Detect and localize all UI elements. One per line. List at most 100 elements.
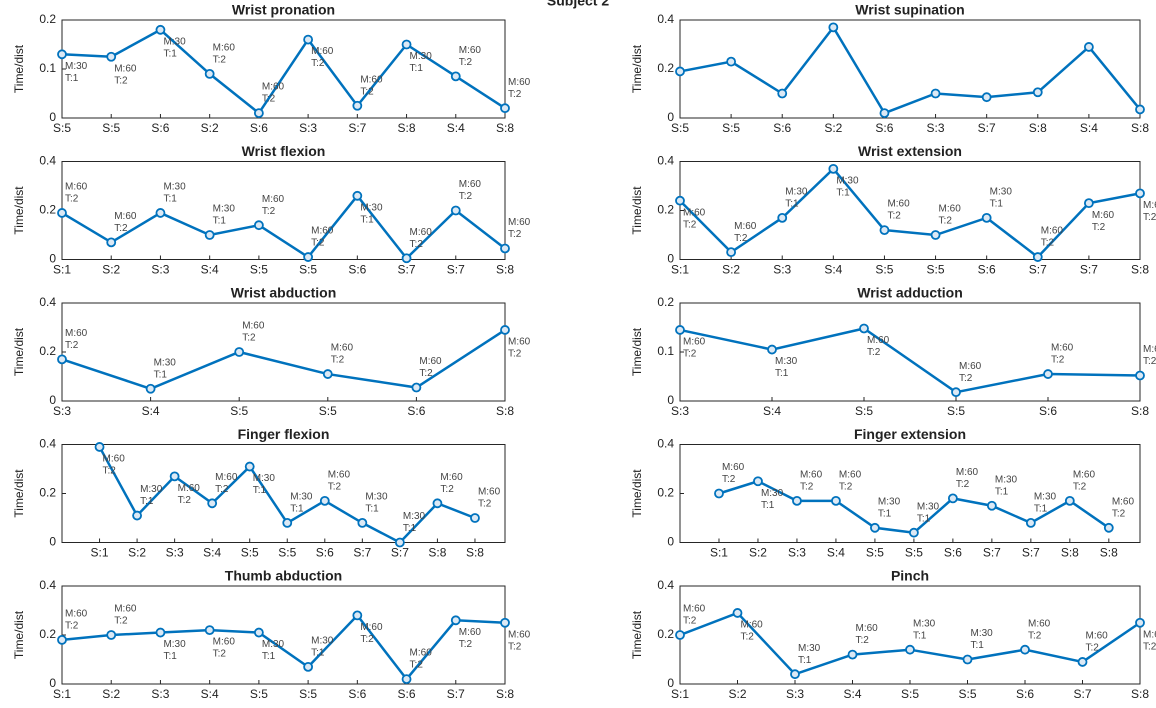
- data-point: [828, 22, 839, 33]
- data-point: [767, 344, 777, 355]
- x-tick-label: S:6: [875, 121, 893, 135]
- x-tick-label: S:5: [905, 546, 923, 560]
- point-annotation: M:60: [839, 469, 862, 480]
- x-tick-label: S:4: [763, 404, 781, 418]
- x-tick-label: S:7: [391, 546, 409, 560]
- point-annotation: T:2: [419, 368, 433, 379]
- y-tick-label: 0.4: [657, 154, 674, 168]
- panel: Wrist supination Time/dist 0 0.2 0.4 S:5 S:5 S:…: [630, 2, 1149, 135]
- y-tick-label: 0: [667, 676, 674, 690]
- x-tick-label: S:2: [201, 121, 219, 135]
- data-point: [879, 225, 890, 236]
- panel: Finger flexion Time/dist 0 0.2 0.4 S:1 S:2 S:3 S…: [12, 426, 506, 560]
- point-annotation: T:2: [459, 57, 473, 68]
- x-tick-label: S:5: [875, 263, 893, 277]
- x-tick-label: S:7: [983, 546, 1001, 560]
- panel-title: Wrist extension: [858, 143, 962, 159]
- data-line: [679, 167, 1141, 259]
- point-annotation: M:60: [1028, 618, 1051, 629]
- point-annotation: M:30: [410, 51, 433, 62]
- data-point: [352, 100, 363, 111]
- point-annotation: T:2: [959, 373, 973, 384]
- point-annotation: T:1: [253, 485, 267, 496]
- point-annotation: M:60: [213, 43, 236, 54]
- x-tick-label: S:3: [788, 546, 806, 560]
- point-annotation: T:2: [1051, 355, 1065, 366]
- point-annotation: M:30: [971, 628, 994, 639]
- x-tick-label: S:4: [203, 546, 221, 560]
- x-tick-label: S:7: [1080, 263, 1098, 277]
- x-tick-label: S:4: [201, 263, 219, 277]
- data-point: [57, 635, 67, 645]
- point-annotation: M:60: [242, 321, 265, 332]
- point-annotation: M:30: [761, 488, 784, 499]
- x-tick-label: S:5: [241, 546, 259, 560]
- x-tick-label: S:8: [1029, 121, 1047, 135]
- point-annotation: M:60: [410, 227, 433, 238]
- point-annotation: M:30: [798, 643, 821, 654]
- x-tick-label: S:5: [927, 263, 945, 277]
- y-tick-label: 0: [667, 535, 674, 549]
- data-point: [828, 163, 839, 174]
- y-tick-label: 0: [49, 535, 56, 549]
- data-point: [169, 471, 180, 482]
- point-annotation: M:60: [459, 627, 482, 638]
- y-tick-label: 0.2: [657, 203, 674, 217]
- y-axis-label: Time/dist: [12, 44, 26, 93]
- x-tick-label: S:6: [773, 121, 791, 135]
- data-point: [947, 493, 958, 504]
- data-point: [282, 518, 293, 528]
- point-annotation: T:2: [178, 495, 192, 506]
- point-annotation: T:2: [956, 479, 970, 490]
- point-annotation: M:30: [775, 356, 798, 367]
- plot-area: [61, 161, 506, 260]
- point-annotation: T:2: [839, 481, 853, 492]
- point-annotation: T:2: [1086, 643, 1100, 654]
- point-annotation: M:60: [508, 77, 531, 88]
- panel-title: Wrist abduction: [231, 285, 337, 301]
- point-annotation: T:2: [114, 616, 128, 627]
- x-tick-label: S:8: [496, 687, 514, 701]
- x-tick-label: S:1: [710, 546, 728, 560]
- point-annotation: M:60: [459, 45, 482, 56]
- x-tick-label: S:2: [102, 263, 120, 277]
- x-tick-label: S:6: [1016, 687, 1034, 701]
- y-tick-label: 0.4: [39, 295, 56, 309]
- y-tick-label: 0.1: [39, 61, 56, 75]
- x-tick-label: S:5: [230, 404, 248, 418]
- data-point: [714, 488, 724, 499]
- data-point: [253, 627, 264, 638]
- data-point: [1135, 188, 1145, 199]
- x-tick-label: S:6: [944, 546, 962, 560]
- point-annotation: M:60: [939, 204, 962, 215]
- panel: Thumb abduction Time/dist 0 0.2 0.4 S:1 S:2 S:3…: [12, 568, 530, 701]
- data-point: [303, 252, 314, 262]
- plot-area: [679, 444, 1141, 543]
- point-annotation: T:1: [213, 216, 227, 227]
- data-point: [106, 237, 117, 248]
- x-tick-label: S:7: [398, 263, 416, 277]
- data-point: [500, 617, 510, 628]
- x-tick-label: S:8: [1061, 546, 1079, 560]
- point-annotation: M:30: [140, 484, 163, 495]
- x-tick-label: S:4: [1080, 121, 1098, 135]
- x-tick-label: S:6: [250, 121, 268, 135]
- point-annotation: M:60: [722, 462, 745, 473]
- point-annotation: M:30: [365, 492, 388, 503]
- point-annotation: T:1: [990, 198, 1004, 209]
- point-annotation: M:30: [1034, 492, 1057, 503]
- point-annotation: M:60: [65, 328, 88, 339]
- data-point: [930, 88, 941, 99]
- point-annotation: T:2: [508, 349, 522, 360]
- point-annotation: M:30: [785, 186, 808, 197]
- y-tick-label: 0: [667, 110, 674, 124]
- point-annotation: M:60: [65, 609, 88, 620]
- x-tick-label: S:6: [407, 404, 425, 418]
- plot-area: [61, 302, 506, 402]
- point-annotation: M:60: [103, 454, 126, 465]
- x-tick-label: S:5: [671, 121, 689, 135]
- point-annotation: M:30: [311, 635, 334, 646]
- point-annotation: T:2: [800, 481, 814, 492]
- point-annotation: M:60: [1143, 629, 1156, 640]
- y-tick-label: 0.2: [39, 627, 56, 641]
